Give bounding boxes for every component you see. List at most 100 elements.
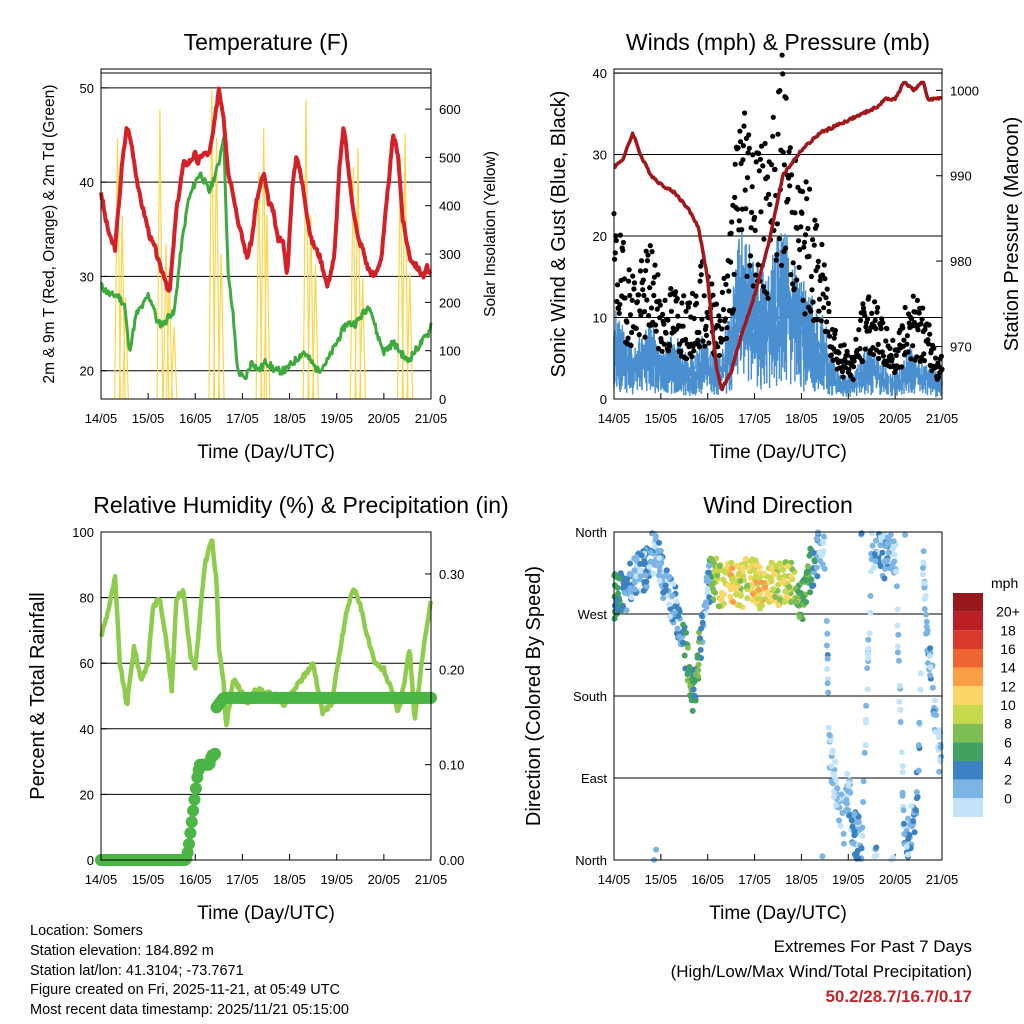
- gust-point: [647, 243, 653, 249]
- direction-point: [793, 599, 800, 606]
- gust-point: [719, 289, 726, 295]
- direction-point: [744, 595, 751, 602]
- colorbar-swatch: [953, 798, 983, 817]
- direction-point: [893, 583, 900, 590]
- direction-point: [824, 680, 831, 687]
- direction-point: [699, 619, 706, 626]
- gust-point: [699, 316, 705, 322]
- gust-point: [648, 305, 655, 311]
- gust-point: [777, 88, 783, 94]
- direction-point: [848, 817, 855, 824]
- direction-point: [768, 559, 775, 566]
- gust-point: [647, 285, 653, 291]
- direction-point: [923, 618, 930, 625]
- gust-point: [641, 309, 648, 315]
- gust-point: [663, 330, 669, 336]
- direction-point: [611, 615, 618, 622]
- direction-point: [845, 782, 852, 789]
- gust-point: [762, 140, 768, 147]
- gust-point: [901, 337, 907, 343]
- extremes-values: 50.2/28.7/16.7/0.17: [825, 987, 972, 1006]
- direction-point: [832, 758, 839, 765]
- gust-point: [810, 237, 816, 243]
- direction-point: [641, 558, 648, 565]
- colorbar-label: 16: [1000, 641, 1016, 657]
- gust-point: [682, 336, 689, 342]
- gust-point: [723, 335, 730, 342]
- gust-point: [856, 327, 862, 333]
- gust-point: [701, 293, 707, 299]
- gust-point: [620, 239, 627, 246]
- gust-point: [779, 52, 785, 58]
- direction-point: [893, 568, 900, 575]
- colorbar-swatch: [953, 705, 983, 724]
- gust-point: [763, 195, 769, 201]
- gust-point: [677, 341, 683, 347]
- gust-point: [875, 305, 881, 311]
- direction-point: [877, 542, 884, 549]
- gust-point: [729, 219, 735, 225]
- gust-point: [908, 316, 915, 322]
- precip-point: [184, 827, 197, 839]
- gust-point: [800, 188, 806, 195]
- direction-point: [647, 558, 654, 565]
- precip-point: [188, 793, 201, 806]
- gust-point: [824, 286, 830, 292]
- gust-point: [845, 352, 851, 358]
- gust-point: [636, 292, 642, 298]
- gust-point: [723, 281, 729, 287]
- y2-tick-label: 200: [439, 295, 461, 310]
- gust-point: [704, 309, 710, 316]
- direction-point: [823, 642, 830, 649]
- direction-point: [755, 586, 762, 593]
- gust-point: [778, 262, 785, 268]
- direction-point: [862, 742, 869, 748]
- direction-point: [819, 549, 826, 556]
- direction-point: [828, 763, 835, 770]
- direction-point: [866, 630, 873, 637]
- direction-point: [859, 832, 866, 839]
- direction-point: [752, 557, 759, 564]
- solar-mark: [114, 138, 121, 400]
- gust-point: [706, 340, 712, 346]
- direction-point: [896, 683, 903, 689]
- direction-point: [744, 582, 751, 589]
- direction-point: [773, 563, 780, 570]
- direction-point: [705, 562, 712, 569]
- direction-point: [826, 732, 833, 739]
- gust-point: [735, 145, 741, 151]
- direction-point: [894, 643, 901, 650]
- x-tick-label: 18/05: [785, 411, 818, 426]
- gust-point: [851, 364, 857, 370]
- direction-point: [795, 588, 802, 595]
- y-tick-label: 100: [72, 525, 94, 540]
- gust-point: [634, 299, 641, 305]
- gust-point: [702, 343, 708, 349]
- temperature-line: [99, 86, 433, 293]
- gust-point: [836, 350, 842, 356]
- gust-point: [812, 217, 818, 223]
- gust-point: [815, 264, 821, 270]
- direction-point: [885, 549, 892, 556]
- direction-point: [689, 675, 696, 682]
- direction-point: [931, 697, 938, 704]
- gust-point: [683, 308, 689, 314]
- gust-point: [627, 312, 634, 318]
- direction-point: [855, 819, 862, 826]
- gust-point: [649, 249, 655, 255]
- gust-point: [880, 320, 886, 326]
- x-tick-label: 15/05: [645, 872, 678, 887]
- x-tick-label: 19/05: [832, 872, 865, 887]
- gust-point: [862, 346, 868, 352]
- direction-point: [849, 840, 856, 847]
- direction-point: [861, 749, 868, 756]
- direction-point: [627, 560, 634, 567]
- gust-point: [689, 354, 695, 360]
- chart-panel-3: Relative Humidity (%) & Precipitation (i…: [27, 492, 509, 924]
- direction-point: [829, 749, 836, 756]
- x-tick-label: 17/05: [738, 872, 771, 887]
- direction-point: [757, 595, 764, 602]
- gust-point: [822, 276, 828, 282]
- direction-point: [760, 570, 767, 577]
- direction-point: [920, 559, 927, 566]
